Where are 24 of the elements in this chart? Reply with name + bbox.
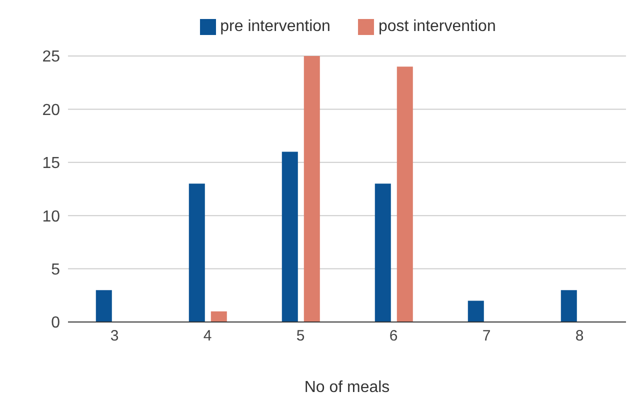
x-axis-title: No of meals [304, 379, 390, 396]
bar [560, 290, 577, 322]
x-tick-label: 8 [575, 328, 584, 345]
legend-label: pre intervention [220, 18, 330, 35]
bar [396, 66, 413, 322]
x-tick-label: 7 [482, 328, 491, 345]
bar [96, 290, 112, 322]
bar [468, 300, 484, 322]
x-tick-label: 3 [110, 328, 119, 345]
x-tick-label: 6 [389, 328, 398, 345]
y-tick-label: 20 [42, 102, 60, 119]
bar [188, 184, 205, 322]
bar [282, 152, 298, 322]
bar [210, 311, 227, 322]
y-tick-label: 0 [51, 314, 60, 332]
bar [374, 184, 391, 322]
x-tick-label: 5 [296, 328, 305, 345]
x-tick-label: 4 [203, 328, 212, 345]
y-tick-label: 15 [42, 155, 60, 172]
bar [304, 56, 320, 322]
y-tick-label: 10 [42, 208, 60, 226]
y-tick-label: 25 [42, 48, 60, 66]
legend-label: post intervention [378, 18, 496, 35]
y-tick-label: 5 [51, 261, 60, 278]
